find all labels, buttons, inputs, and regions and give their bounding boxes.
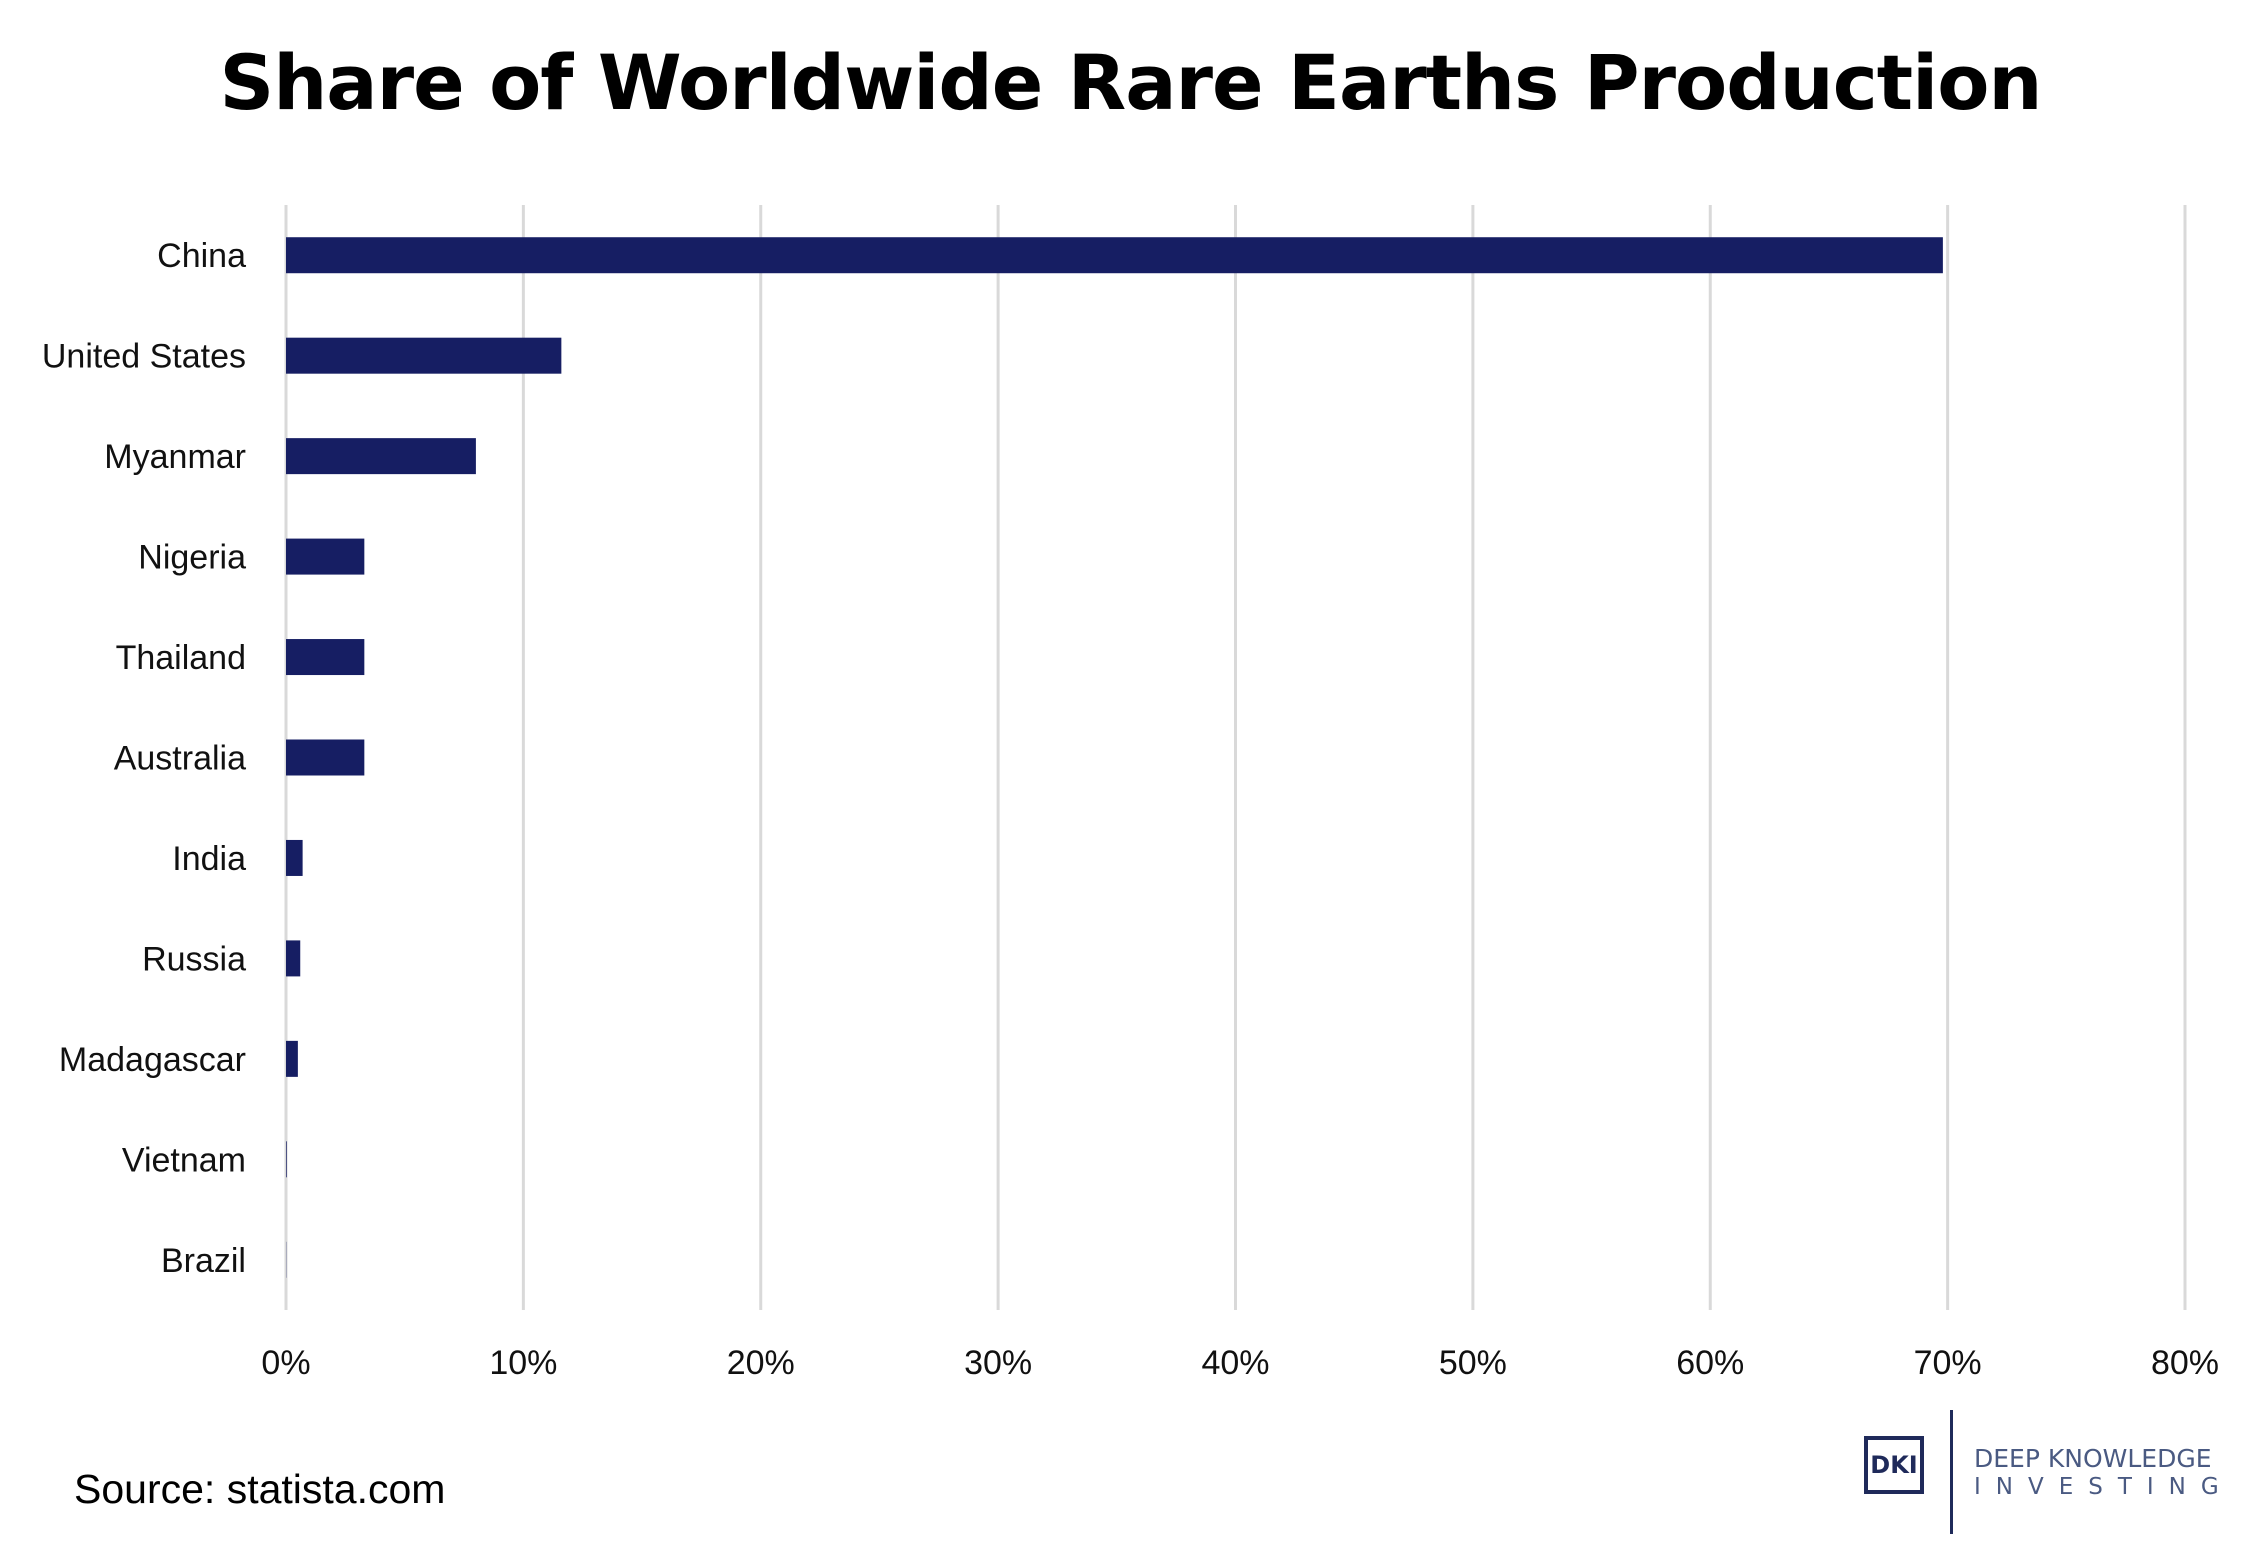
category-label: Brazil [161, 1242, 246, 1280]
bar-madagascar [286, 1040, 298, 1077]
bar-thailand [286, 639, 365, 676]
x-tick-label: 30% [964, 1344, 1032, 1382]
x-tick-label: 80% [2151, 1344, 2219, 1382]
source-note: Source: statista.com [74, 1466, 446, 1512]
category-label: Myanmar [104, 438, 246, 476]
logo-mark: DKI [1864, 1436, 1924, 1494]
bar-australia [286, 739, 365, 776]
x-tick-label: 0% [261, 1344, 310, 1382]
x-tick-labels: 0% 10% 20% 30% 40% 50% 60% 70% 80% [261, 1344, 2219, 1382]
category-labels: China United States Myanmar Nigeria Thailand… [42, 237, 246, 1280]
x-tick-label: 60% [1676, 1344, 1744, 1382]
bars [286, 237, 1943, 1278]
category-label: Thailand [116, 639, 246, 677]
x-tick-label: 10% [489, 1344, 557, 1382]
category-label: China [157, 237, 246, 275]
category-label: Australia [114, 740, 246, 778]
logo-divider [1950, 1410, 1953, 1534]
dki-logo: DKI DEEP KNOWLEDGE INVESTING [1862, 1408, 2242, 1536]
category-label: United States [42, 338, 246, 376]
bar-vietnam [286, 1141, 287, 1178]
x-tick-label: 40% [1201, 1344, 1269, 1382]
x-tick-label: 70% [1914, 1344, 1982, 1382]
bar-myanmar [286, 438, 476, 475]
gridlines [284, 205, 2187, 1310]
bar-india [286, 839, 303, 876]
bar-china [286, 237, 1943, 274]
bar-united-states [286, 337, 562, 374]
category-label: Vietnam [122, 1141, 246, 1179]
category-label: Russia [142, 940, 246, 978]
bar-russia [286, 940, 301, 977]
bar-nigeria [286, 538, 365, 575]
category-label: Nigeria [138, 539, 246, 577]
logo-text-line1: DEEP KNOWLEDGE [1974, 1444, 2212, 1473]
x-tick-label: 20% [727, 1344, 795, 1382]
x-tick-label: 50% [1439, 1344, 1507, 1382]
category-label: Madagascar [59, 1041, 246, 1079]
bar-chart: China United States Myanmar Nigeria Thailand… [42, 205, 2219, 1382]
logo-text-line2: INVESTING [1974, 1474, 2234, 1500]
chart-title: Share of Worldwide Rare Earths Productio… [219, 38, 2042, 127]
category-label: India [172, 840, 246, 878]
